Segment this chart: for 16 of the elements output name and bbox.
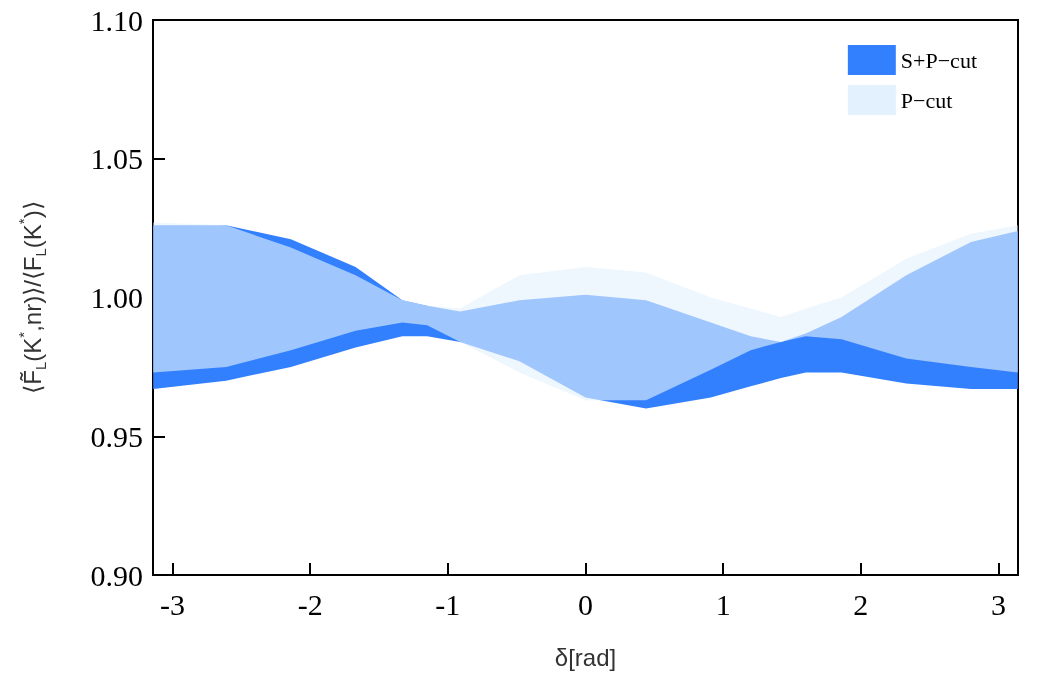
- text: ⟨F̃L(K*,nr)⟩/⟨FL(K*)⟩: [15, 201, 49, 394]
- x-tick-label: 1: [715, 587, 731, 621]
- y-tick-label: 1.10: [90, 3, 143, 37]
- y-tick-label: 1.05: [90, 142, 143, 176]
- x-tick-label: 0: [578, 587, 593, 621]
- legend-label: P−cut: [900, 87, 953, 113]
- x-axis-title: δ[rad]: [554, 643, 617, 671]
- x-tick-label: -3: [159, 587, 185, 621]
- y-tick-label: 1.00: [90, 281, 143, 314]
- legend-label: S+P−cut: [900, 47, 978, 73]
- y-tick-label: 0.90: [90, 558, 143, 592]
- x-tick-label: -2: [297, 587, 323, 621]
- x-tick-label: -1: [435, 587, 461, 621]
- y-tick-label: 0.95: [90, 419, 143, 453]
- x-tick-label: 3: [991, 587, 1007, 621]
- x-tick-label: 2: [853, 587, 869, 621]
